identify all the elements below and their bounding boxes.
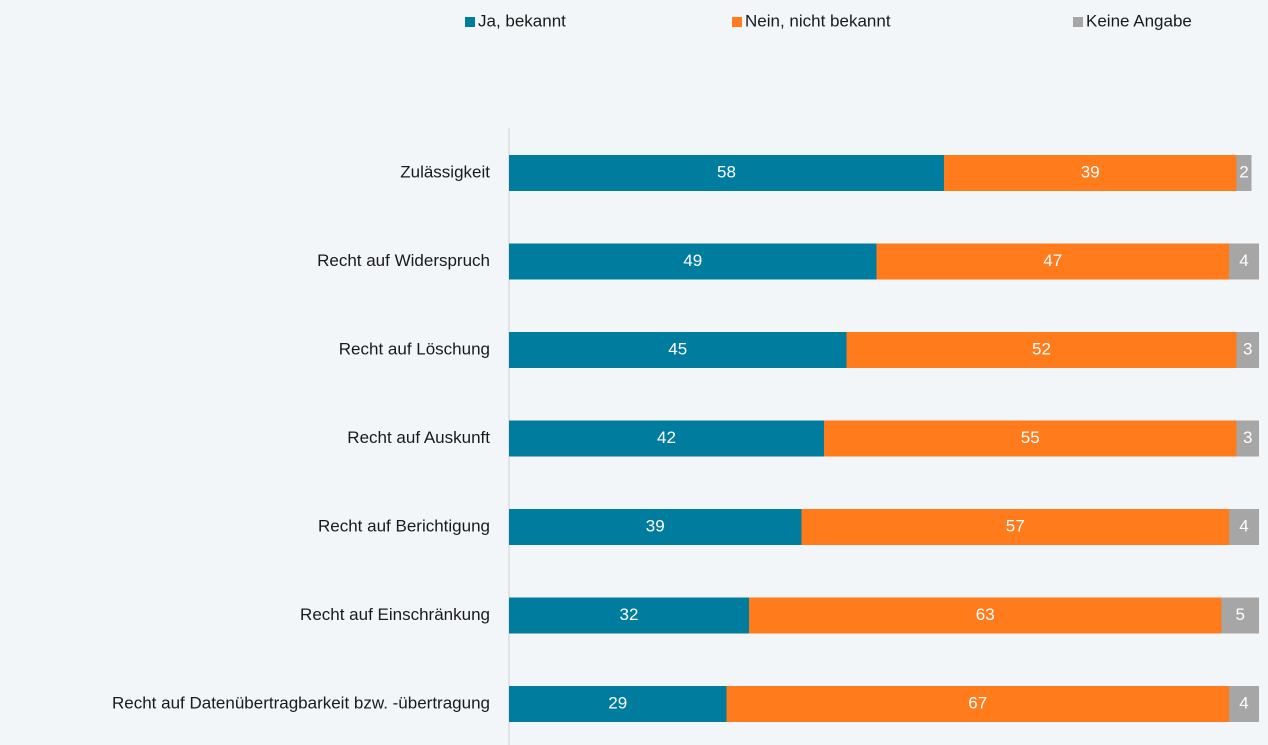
value-label: 4 [1239, 516, 1248, 535]
bar-segment [944, 155, 1237, 191]
bar-segment [846, 332, 1237, 368]
category-label: Recht auf Widerspruch [317, 251, 490, 270]
bar-segment [509, 420, 824, 457]
bar-segment [824, 420, 1237, 457]
legend-label: Ja, bekannt [478, 11, 566, 30]
value-label: 3 [1243, 339, 1252, 358]
value-label: 52 [1032, 339, 1051, 358]
bar-segment [509, 509, 802, 545]
bar-segment [726, 686, 1229, 722]
value-label: 57 [1006, 516, 1025, 535]
bar-segment [1236, 332, 1259, 368]
value-label: 4 [1239, 693, 1248, 712]
legend-label: Keine Angabe [1086, 11, 1192, 30]
bar-segment [509, 155, 944, 191]
bar-segment [509, 597, 749, 634]
value-label: 45 [668, 339, 687, 358]
bar-segment [509, 243, 877, 280]
category-label: Zulässigkeit [400, 162, 490, 181]
bar-segment [1229, 686, 1259, 722]
value-label: 67 [968, 693, 987, 712]
category-label: Recht auf Einschränkung [300, 605, 490, 624]
bar-segment [1221, 597, 1259, 634]
legend-label: Nein, nicht bekannt [745, 11, 891, 30]
value-label: 39 [646, 516, 665, 535]
value-label: 63 [976, 605, 995, 624]
category-label: Recht auf Auskunft [347, 428, 490, 447]
legend-swatch [732, 17, 742, 27]
bar-segment [509, 332, 847, 368]
value-label: 4 [1239, 251, 1248, 270]
category-label: Recht auf Datenübertragbarkeit bzw. -übe… [112, 693, 490, 712]
category-label: Recht auf Löschung [339, 339, 490, 358]
value-label: 32 [620, 605, 639, 624]
value-label: 39 [1081, 162, 1100, 181]
value-label: 58 [717, 162, 736, 181]
legend-swatch [465, 17, 475, 27]
bar-segment [1236, 420, 1259, 457]
category-label: Recht auf Berichtigung [318, 516, 490, 535]
value-label: 2 [1239, 162, 1248, 181]
bar-segment [876, 243, 1229, 280]
bar-segment [801, 509, 1229, 545]
bar-segment [1229, 243, 1259, 280]
value-label: 47 [1043, 251, 1062, 270]
legend-swatch [1073, 17, 1083, 27]
value-label: 5 [1236, 605, 1245, 624]
value-label: 3 [1243, 428, 1252, 447]
value-label: 29 [608, 693, 627, 712]
value-label: 49 [683, 251, 702, 270]
value-label: 42 [657, 428, 676, 447]
bar-segment [1229, 509, 1259, 545]
bar-segment [509, 686, 727, 722]
bar-segment [749, 597, 1222, 634]
bar-segment [1236, 155, 1252, 191]
value-label: 55 [1021, 428, 1040, 447]
